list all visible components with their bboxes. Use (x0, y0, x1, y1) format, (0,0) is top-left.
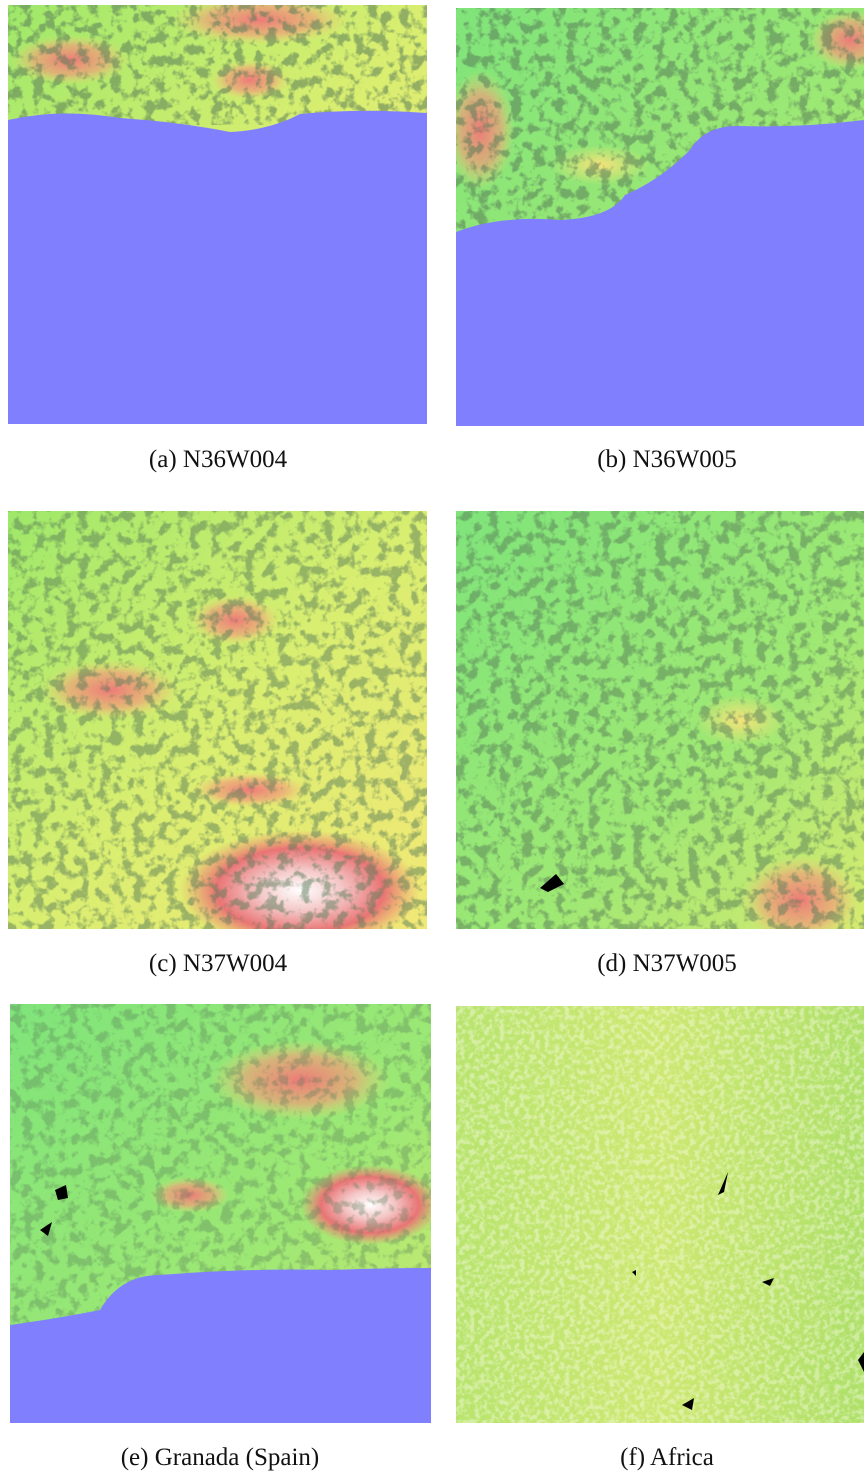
map-image (8, 0, 427, 424)
caption-text: Granada (Spain) (155, 1444, 320, 1471)
caption: (e) Granada (Spain) (121, 1444, 320, 1471)
page: {"figure": {"panels": [ {"label": "(a)",… (0, 0, 864, 1474)
caption-text: N37W005 (633, 950, 737, 977)
caption-text: N36W004 (183, 446, 288, 473)
panel-label: (e) (121, 1444, 149, 1471)
map-image (456, 511, 864, 945)
panel-label: (d) (597, 950, 626, 977)
map-image (10, 1004, 440, 1423)
panel-label: (f) (620, 1444, 645, 1471)
panel-label: (c) (149, 950, 177, 977)
caption-text: Africa (650, 1444, 714, 1471)
panel-label: (b) (597, 446, 626, 473)
caption-text: N36W005 (633, 446, 737, 473)
map-image (456, 1006, 864, 1423)
caption: (f) Africa (620, 1444, 714, 1471)
panel-label: (a) (149, 446, 177, 473)
caption: (b) N36W005 (597, 446, 737, 473)
caption: (a) N36W004 (149, 446, 288, 473)
caption-text: N37W004 (183, 950, 288, 977)
caption: (d) N37W005 (597, 950, 737, 977)
figure: (a) N36W004 (b) N36W005 (c) N37W004 (d) … (0, 0, 864, 1474)
map-image (8, 511, 427, 950)
map-image (445, 8, 864, 426)
caption: (c) N37W004 (149, 950, 288, 977)
